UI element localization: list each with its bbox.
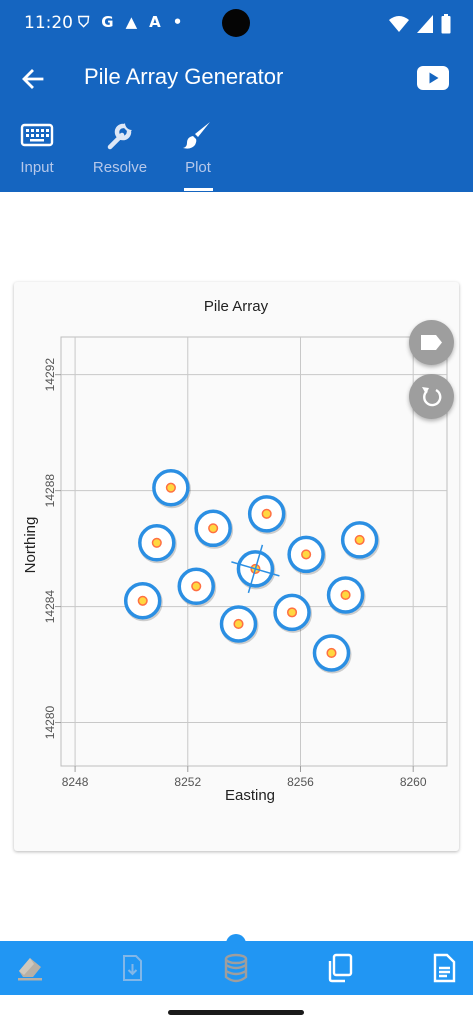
youtube-icon[interactable] (417, 66, 449, 90)
download-icon (123, 955, 142, 981)
pile-marker (219, 605, 259, 645)
keyboard-icon (20, 123, 54, 147)
pile-center (261, 508, 272, 519)
signal-icon (417, 15, 433, 33)
pile-marker (152, 468, 191, 509)
pile-center (137, 595, 148, 606)
x-tick-label: 8252 (174, 775, 201, 789)
pile-center (165, 482, 176, 493)
tab-input[interactable]: Input (0, 108, 79, 192)
shield-icon: ⛉ (78, 13, 90, 31)
pile-center (233, 618, 244, 630)
pile-marker (138, 524, 177, 564)
page-title: Pile Array Generator (84, 64, 284, 89)
pile-center (326, 647, 337, 659)
copy-icon (328, 953, 353, 983)
pile-marker (273, 593, 313, 633)
pile-center (301, 549, 312, 560)
pile-marker (194, 509, 234, 549)
google-icon: G (101, 13, 114, 31)
dot-icon: • (172, 13, 183, 31)
app-bar: Pile Array Generator (0, 48, 473, 108)
plot-frame (60, 336, 448, 767)
system-nav-bar (0, 995, 473, 1024)
pile-marker (177, 567, 217, 607)
tab-bar: Input Resolve Plot (0, 108, 473, 192)
arrow-back-icon[interactable] (18, 64, 48, 94)
database-icon (224, 953, 248, 983)
download-button[interactable] (115, 951, 149, 985)
status-time: 11:20 (24, 13, 73, 33)
brush-icon (183, 122, 210, 149)
a-icon: A (149, 13, 161, 31)
chart-card: Pile Array 8248 8252 8256 8260 14280 14284 142… (14, 282, 459, 851)
pile-center (208, 523, 219, 534)
pile-center (151, 537, 162, 548)
eraser-icon (18, 958, 42, 981)
pile-marker (123, 582, 163, 622)
active-tab-indicator (184, 188, 213, 191)
x-tick-label: 8248 (62, 775, 89, 789)
y-axis-label: Northing (22, 517, 39, 574)
y-tick-label: 14280 (43, 706, 57, 740)
wifi-icon (389, 16, 409, 32)
home-gesture-handle[interactable] (168, 1010, 304, 1015)
pile-marker (326, 576, 366, 616)
tab-label: Plot (185, 159, 211, 176)
label-icon (421, 335, 442, 350)
tab-label: Input (20, 159, 54, 176)
refresh-icon (422, 387, 442, 407)
pile-center (191, 581, 202, 592)
pile-marker (247, 495, 287, 535)
y-tick-label: 14288 (43, 474, 57, 508)
y-tick-label: 14292 (43, 358, 57, 392)
status-bar: 11:20 ⛉ G ▲ A • (0, 0, 473, 48)
status-icons-right (389, 14, 451, 34)
reset-fab[interactable] (409, 374, 454, 419)
document-icon (433, 953, 456, 983)
wrench-icon (107, 123, 132, 150)
pile-marker (287, 535, 327, 575)
tab-plot[interactable]: Plot (156, 108, 240, 192)
pile-marker (312, 634, 352, 674)
status-icons-left: ⛉ G ▲ A • (78, 13, 182, 31)
database-button[interactable] (219, 951, 253, 985)
document-button[interactable] (427, 951, 461, 985)
bottom-app-bar (0, 941, 473, 995)
piles (123, 468, 380, 674)
bottom-bar-notch (226, 934, 246, 944)
eraser-button[interactable] (13, 951, 47, 985)
camera-cutout (222, 9, 250, 37)
chart-title: Pile Array (204, 298, 269, 315)
pile-center (354, 534, 365, 545)
tab-label: Resolve (92, 159, 148, 176)
x-tick-label: 8260 (400, 775, 427, 789)
x-axis-label: Easting (225, 787, 275, 804)
pile-marker (340, 521, 380, 561)
grid (61, 337, 447, 766)
label-fab[interactable] (409, 320, 454, 365)
pile-center (286, 607, 298, 618)
pile-array-chart[interactable]: Pile Array 8248 8252 8256 8260 14280 14284 142… (14, 282, 459, 851)
warning-icon: ▲ (125, 13, 138, 31)
y-tick-label: 14284 (43, 590, 57, 624)
pile-center (340, 589, 351, 601)
centroid-axis (247, 544, 264, 594)
centroid-marker (231, 544, 280, 594)
battery-icon (441, 14, 451, 34)
x-tick-label: 8256 (287, 775, 314, 789)
tab-resolve[interactable]: Resolve (78, 108, 162, 192)
copy-button[interactable] (323, 951, 357, 985)
axis-ticks: 8248 8252 8256 8260 14280 14284 14288 14292 (43, 358, 427, 789)
